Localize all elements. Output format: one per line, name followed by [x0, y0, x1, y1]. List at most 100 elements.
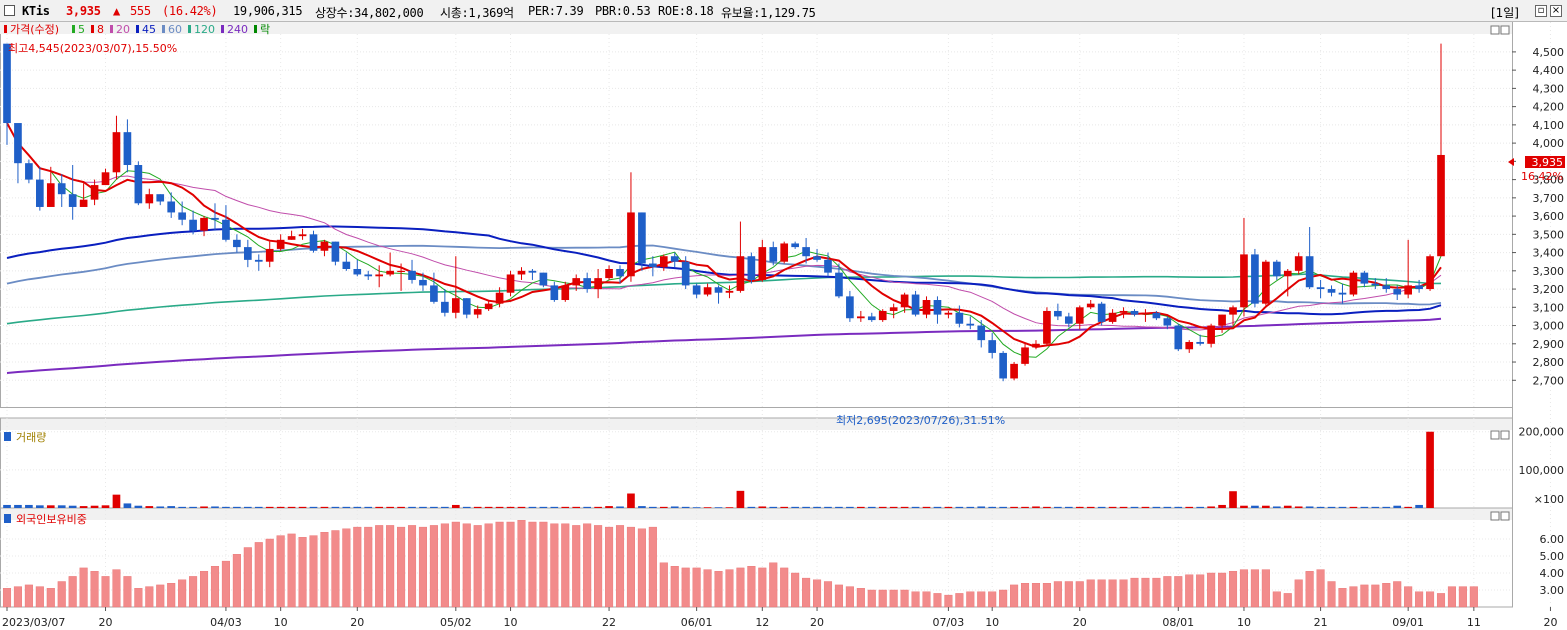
volume-bar [1382, 506, 1391, 508]
volume-bar [1108, 506, 1117, 508]
candle-body [1108, 312, 1117, 322]
candle-body [1437, 154, 1445, 257]
candle-body [922, 300, 931, 315]
minimize-icon[interactable]: ▫ [1535, 5, 1547, 17]
foreign-pct-bar [561, 523, 570, 608]
volume-bar [889, 506, 898, 508]
current-price-marker: 3,935 16.42% [1508, 156, 1565, 183]
foreign-pct-bar [418, 526, 428, 608]
volume-bar [1426, 431, 1434, 508]
candle-body [287, 236, 296, 240]
foreign-tick-label: 5.00 [1540, 550, 1565, 563]
foreign-pct-bar [878, 589, 887, 608]
legend-label: 240 [227, 23, 248, 36]
foreign-pct-bar [791, 572, 800, 608]
volume-bar [681, 506, 690, 508]
foreign-pct-bar [1404, 586, 1413, 608]
foreign-panel-header [0, 508, 1513, 520]
period-selector[interactable]: [1일] [1490, 6, 1519, 20]
candle-body [364, 274, 373, 277]
candle-body [878, 310, 887, 321]
foreign-pct-bar [287, 533, 296, 608]
foreign-pct-bar [725, 569, 734, 608]
candle-body [867, 316, 876, 321]
foreign-pct-bar [1436, 593, 1446, 608]
candle-body [14, 123, 22, 164]
legend-label: 락 [260, 23, 270, 36]
foreign-pct-bar [506, 521, 515, 608]
volume-bar [46, 505, 55, 508]
foreign-pct-bar [1239, 569, 1248, 608]
foreign-pct-bar [1207, 572, 1216, 608]
candle-body [1054, 310, 1062, 317]
volume-panel-close-icon[interactable] [1500, 430, 1510, 440]
volume-tick-label: 100,000 [1519, 464, 1565, 477]
foreign-pct-bar [112, 569, 121, 608]
foreign-panel-close-icon[interactable] [1500, 511, 1510, 521]
roe-value: ROE:8.18 [658, 4, 714, 18]
foreign-pct-bar [210, 566, 220, 608]
candle-body [211, 217, 219, 220]
volume-bar [484, 506, 493, 508]
volume-panel-min-icon[interactable] [1490, 430, 1500, 440]
foreign-pct-bar [1174, 576, 1183, 608]
foreign-pct-bar [276, 535, 285, 608]
candle-body [1316, 287, 1325, 290]
candle-body [36, 179, 44, 207]
candle-body [441, 301, 449, 313]
panel-frames [0, 22, 1513, 608]
candle-body [1218, 314, 1226, 326]
volume-bar [780, 506, 789, 508]
foreign-pct-bar [1382, 583, 1391, 608]
candlesticks [3, 43, 1445, 382]
volume-bar [988, 506, 997, 508]
candle-body [57, 183, 66, 195]
price-panel-min-icon[interactable] [1490, 25, 1500, 35]
candle-body [1174, 325, 1183, 350]
volume-bar [1064, 506, 1073, 508]
foreign-pct-bar [1218, 572, 1227, 608]
stock-chart[interactable]: 2,700 2,800 2,900 3,000 3,100 3,200 3,300 3,400… [0, 22, 1567, 630]
candle-body [419, 279, 427, 286]
volume-bar [703, 507, 712, 508]
candle-body [857, 316, 865, 319]
foreign-pct-bar [1360, 584, 1369, 608]
candle-body [889, 307, 898, 311]
foreign-pct-bar [911, 591, 920, 608]
volume-bar [1272, 506, 1281, 508]
volume-bar [342, 506, 351, 508]
candle-body [1338, 292, 1347, 295]
candle-body [594, 278, 602, 290]
date-tick-label: 20 [1073, 616, 1087, 629]
foreign-panel-title: 외국인보유비중 [16, 513, 87, 526]
ma-5-line [6, 122, 1442, 358]
date-tick-label: 2023/03/07 [2, 616, 65, 629]
foreign-pct-bar [813, 579, 822, 608]
title-bar: KTis 3,935 ▲ 555 (16.42%) 19,906,315 상장수… [0, 0, 1567, 22]
volume-bar [178, 506, 186, 508]
price-panel-close-icon[interactable] [1500, 25, 1510, 35]
foreign-pct-bar [1152, 577, 1161, 608]
legend-swatch [4, 25, 7, 33]
volume-bar [364, 506, 373, 508]
close-icon[interactable]: × [1550, 5, 1562, 17]
volume-tick-label: ×100 [1534, 493, 1564, 506]
foreign-panel-min-icon[interactable] [1490, 511, 1500, 521]
price-tick-label: 3,400 [1533, 247, 1565, 260]
volume-bar [550, 506, 559, 508]
volume-bar [134, 505, 143, 508]
candle-body [561, 285, 570, 301]
legend-swatch [254, 25, 257, 33]
foreign-pct-bar [79, 567, 88, 608]
candle-body [1283, 270, 1292, 277]
candle-body [101, 172, 110, 186]
volume-bar [561, 506, 570, 508]
foreign-pct-bar [1415, 591, 1424, 608]
foreign-pct-bar [1042, 583, 1051, 608]
select-checkbox[interactable] [4, 5, 15, 16]
date-tick-label: 22 [602, 616, 616, 629]
candle-body [1262, 261, 1270, 304]
reserve-ratio: 유보율:1,129.75 [721, 6, 816, 20]
candle-body [386, 270, 394, 275]
candle-body [900, 294, 909, 308]
